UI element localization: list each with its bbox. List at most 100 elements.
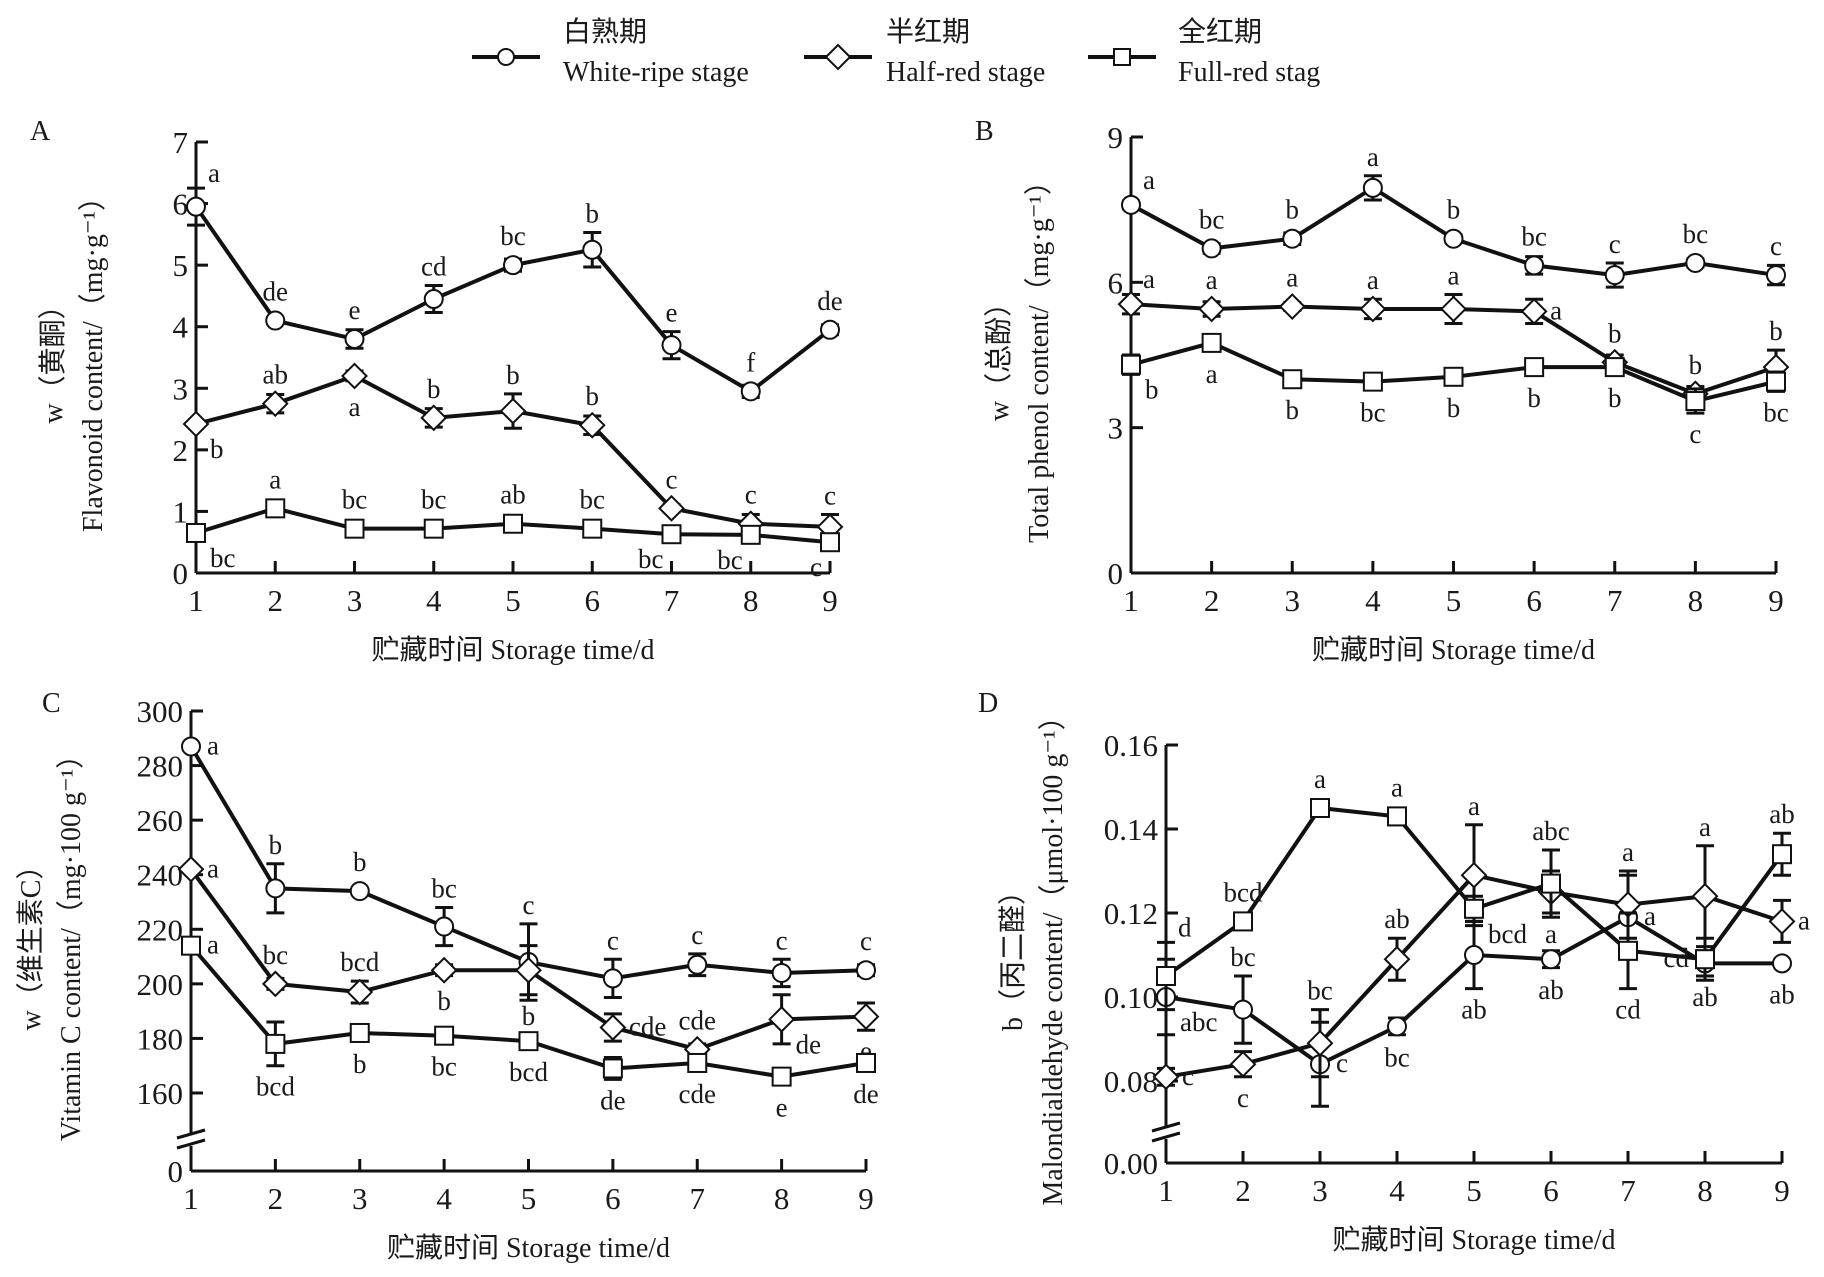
y-tick-label: 200 [137,967,184,1002]
data-point-square [1156,966,1176,986]
data-point-circle [771,962,792,983]
significance-label: a [1699,812,1711,842]
data-point-circle [1464,945,1484,965]
legend-label-en: White-ripe stage [563,57,749,88]
legend-label-en: Full-red stag [1178,57,1320,88]
significance-label: a [1448,260,1460,290]
significance-label: c [607,925,619,955]
significance-label: b [1689,350,1703,380]
significance-label: b [353,847,367,877]
legend-item-half-red: 半红期 Half-red stage [804,16,1045,88]
x-tick-label: 8 [1697,1173,1713,1208]
x-tick-label: 7 [1620,1173,1636,1208]
significance-label: c [1770,231,1782,261]
data-point-square [1387,806,1407,827]
data-point-diamond [1440,295,1467,323]
x-tick-label: 5 [1466,1173,1482,1208]
significance-label: ab [1538,975,1563,1005]
panel-letter: B [975,116,994,147]
significance-label: ab [263,360,288,390]
significance-label: ab [500,480,525,510]
data-point-circle [1541,949,1561,970]
data-point-circle [1387,1016,1407,1037]
significance-label: f [746,347,755,377]
data-point-diamond [1768,907,1796,935]
x-tick-label: 9 [822,583,838,618]
data-point-square [1524,357,1545,378]
data-point-diamond [420,404,448,432]
data-point-circle [687,954,708,975]
circle-marker-icon [497,48,515,66]
data-point-circle [1201,238,1222,259]
x-tick-label: 6 [585,583,601,618]
data-point-diamond [768,1005,796,1033]
data-point-diamond [341,362,368,390]
significance-label: e [776,1093,788,1123]
significance-label: bc [638,544,664,574]
data-point-circle [1685,252,1706,273]
significance-label: bcd [340,947,379,977]
y-tick-label: 0 [168,1154,184,1189]
significance-label: b [437,986,451,1016]
data-point-square [661,524,682,545]
significance-label: a [269,464,281,494]
data-point-circle [1604,265,1625,286]
data-point-diamond [1278,293,1306,320]
data-point-square [1772,844,1792,865]
data-point-square [434,1025,455,1046]
data-point-circle [856,960,876,981]
data-point-square [740,524,761,545]
significance-label: a [1622,837,1634,867]
significance-label: b [1608,318,1622,348]
x-tick-label: 1 [188,583,204,618]
y-tick-label: 260 [137,803,184,838]
significance-label: b [1527,383,1541,413]
data-point-square [856,1052,876,1073]
significance-label: b [427,374,441,404]
significance-label: e [666,298,678,328]
significance-label: a [207,853,219,883]
data-point-circle [582,239,603,260]
y-tick-label: 0.16 [1104,728,1158,763]
significance-label: a [1644,901,1656,931]
x-tick-label: 4 [1365,583,1381,618]
data-point-square [186,522,206,543]
significance-label: c [810,552,822,582]
data-point-circle [1524,255,1545,276]
y-tick-label: 0.08 [1104,1064,1158,1099]
diamond-marker-icon [824,43,852,71]
significance-label: c [745,480,757,510]
significance-label: bcd [509,1057,548,1087]
significance-label: bc [1384,1042,1410,1072]
y-axis-title-en: Malondialdehyde content/（μmol·100 g⁻¹） [1037,702,1069,1205]
data-point-square [349,1022,370,1043]
x-tick-label: 2 [1204,583,1220,618]
significance-label: a [207,730,219,760]
data-point-square [503,513,523,534]
y-tick-label: 2 [173,433,189,468]
data-point-circle [349,881,370,902]
x-tick-label: 4 [1389,1173,1405,1208]
data-point-square [582,518,603,539]
panel-c: C 0 160 180 200 220 240 260 280 300 1 2 3 4 5 6 7 8 9 贮藏时间 … [15,688,880,1264]
significance-label: b [1286,395,1300,425]
x-tick-label: 7 [690,1181,706,1216]
data-point-square [518,1031,539,1052]
series-diamond: c c bc ab a a a a a [1152,791,1810,1113]
y-tick-label: 220 [137,912,184,947]
significance-label: a [1545,919,1557,949]
x-tick-label: 8 [743,583,759,618]
x-axis-title: 贮藏时间 Storage time/d [371,634,654,666]
significance-label: abc [1180,1007,1217,1037]
x-axis-title: 贮藏时间 Storage time/d [1312,634,1595,666]
significance-label: a [208,158,220,188]
x-axis-title: 贮藏时间 Storage time/d [1332,1224,1615,1256]
data-point-square [687,1052,708,1073]
data-point-circle [820,319,840,340]
y-tick-label: 7 [173,125,189,160]
x-tick-label: 9 [1768,583,1784,618]
significance-label: b [1286,195,1300,225]
significance-label: abc [1532,816,1569,846]
